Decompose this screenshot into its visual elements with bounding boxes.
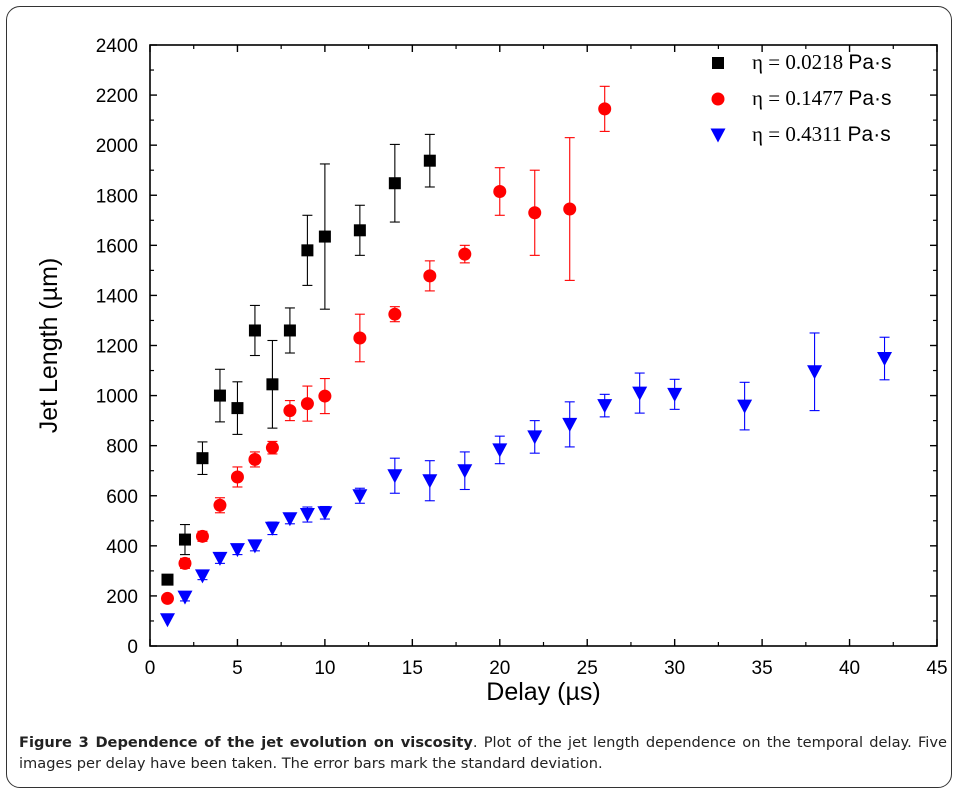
data-point-series-3	[194, 569, 210, 584]
y-tick-label: 2000	[96, 136, 138, 157]
x-tick-label: 25	[577, 658, 598, 679]
y-tick-label: 600	[106, 487, 138, 508]
data-point-series-2	[353, 331, 367, 345]
data-point-series-1	[248, 324, 261, 337]
data-point-series-3	[229, 543, 245, 558]
data-point-series-1	[388, 177, 401, 190]
legend-marker-3	[710, 128, 726, 143]
data-point-series-3	[877, 352, 893, 367]
legend-marker-2	[711, 92, 725, 106]
data-point-series-1	[423, 154, 436, 167]
data-point-series-3	[299, 508, 315, 523]
legend-marker-1	[712, 57, 724, 69]
data-point-series-2	[265, 441, 279, 455]
data-point-series-2	[248, 452, 262, 466]
y-tick-label: 800	[106, 437, 138, 458]
data-point-series-3	[527, 430, 543, 445]
data-point-series-3	[387, 469, 403, 484]
data-point-series-2	[423, 269, 437, 283]
chart-legend: η = 0.0218 Pa·s η = 0.1477 Pa·s η = 0.4311…	[710, 50, 892, 146]
data-point-series-3	[597, 399, 613, 414]
legend-label-3: η = 0.4311 Pa·s	[752, 122, 891, 146]
y-tick-label: 0	[127, 637, 138, 658]
data-point-series-2	[318, 389, 332, 403]
data-point-series-3	[177, 590, 193, 605]
data-point-series-3	[422, 474, 438, 489]
data-point-series-3	[282, 512, 298, 527]
data-point-series-1	[266, 378, 279, 391]
y-tick-label: 2200	[96, 86, 138, 107]
data-point-series-2	[213, 498, 227, 512]
x-axis-title: Delay (µs)	[486, 678, 600, 706]
data-point-series-3	[632, 386, 648, 401]
data-point-series-3	[807, 365, 823, 380]
legend-label-2: η = 0.1477 Pa·s	[752, 86, 892, 110]
jet-length-chart: 0 5 10 15 20 25 30 35 40 45 0 200 400 600 800 1000 1200 1…	[35, 36, 948, 706]
x-tick-label: 20	[489, 658, 510, 679]
data-point-series-3	[492, 443, 508, 458]
x-tick-label: 15	[402, 658, 423, 679]
data-point-series-2	[493, 184, 507, 198]
data-point-series-3	[667, 387, 683, 402]
data-point-series-3	[457, 464, 473, 479]
y-tick-label: 1800	[96, 186, 138, 207]
data-point-series-2	[195, 529, 209, 543]
data-point-series-2	[300, 397, 314, 411]
legend-unit-1: Pa·s	[848, 51, 891, 74]
data-point-series-2	[388, 307, 402, 321]
x-tick-label: 45	[926, 658, 947, 679]
caption-text: . Plot of the jet length dependence on t…	[19, 734, 947, 772]
y-axis-title: Jet Length (µm)	[35, 258, 63, 434]
data-point-series-1	[213, 389, 226, 402]
data-point-series-2	[528, 206, 542, 220]
legend-label-1: η = 0.0218 Pa·s	[752, 50, 892, 74]
error-bars	[179, 85, 890, 602]
y-tick-label: 1600	[96, 236, 138, 257]
x-tick-label: 10	[314, 658, 335, 679]
legend-unit-3: Pa·s	[848, 123, 891, 146]
data-point-series-1	[231, 402, 244, 415]
x-tick-label: 30	[664, 658, 685, 679]
data-markers	[159, 102, 893, 628]
data-point-series-3	[212, 551, 228, 566]
data-point-series-1	[353, 224, 366, 237]
data-point-series-3	[159, 613, 175, 628]
x-tick-label: 0	[145, 658, 156, 679]
x-tick-label: 5	[232, 658, 243, 679]
y-tick-label: 200	[106, 587, 138, 608]
data-point-series-3	[264, 521, 280, 536]
data-point-series-2	[458, 247, 472, 261]
data-point-series-1	[318, 230, 331, 243]
figure-frame	[6, 6, 952, 788]
data-point-series-1	[196, 452, 209, 465]
data-point-series-2	[230, 470, 244, 484]
data-point-series-3	[317, 506, 333, 521]
y-tick-label: 400	[106, 537, 138, 558]
data-point-series-3	[352, 489, 368, 504]
y-tick-label: 2400	[96, 36, 138, 57]
figure-caption: Figure 3 Dependence of the jet evolution…	[19, 732, 947, 774]
data-point-series-3	[737, 399, 753, 414]
data-point-series-2	[283, 404, 297, 418]
data-point-series-2	[563, 202, 577, 216]
data-point-series-3	[247, 539, 263, 554]
y-tick-label: 1000	[96, 387, 138, 408]
caption-title: Figure 3 Dependence of the jet evolution…	[19, 734, 473, 751]
y-tick-label: 1400	[96, 286, 138, 307]
x-tick-label: 35	[752, 658, 773, 679]
data-point-series-3	[562, 417, 578, 432]
x-tick-label: 40	[839, 658, 860, 679]
data-point-series-1	[178, 533, 191, 546]
data-point-series-2	[178, 556, 192, 570]
data-point-series-1	[301, 244, 314, 257]
y-tick-label: 1200	[96, 337, 138, 358]
data-point-series-1	[161, 573, 174, 586]
data-point-series-1	[283, 324, 296, 337]
chart-ticks: 0 5 10 15 20 25 30 35 40 45 0 200 400 600 800 1000 1200 1…	[96, 36, 948, 679]
data-point-series-2	[160, 591, 174, 605]
legend-unit-2: Pa·s	[848, 87, 891, 110]
data-point-series-2	[598, 102, 612, 116]
